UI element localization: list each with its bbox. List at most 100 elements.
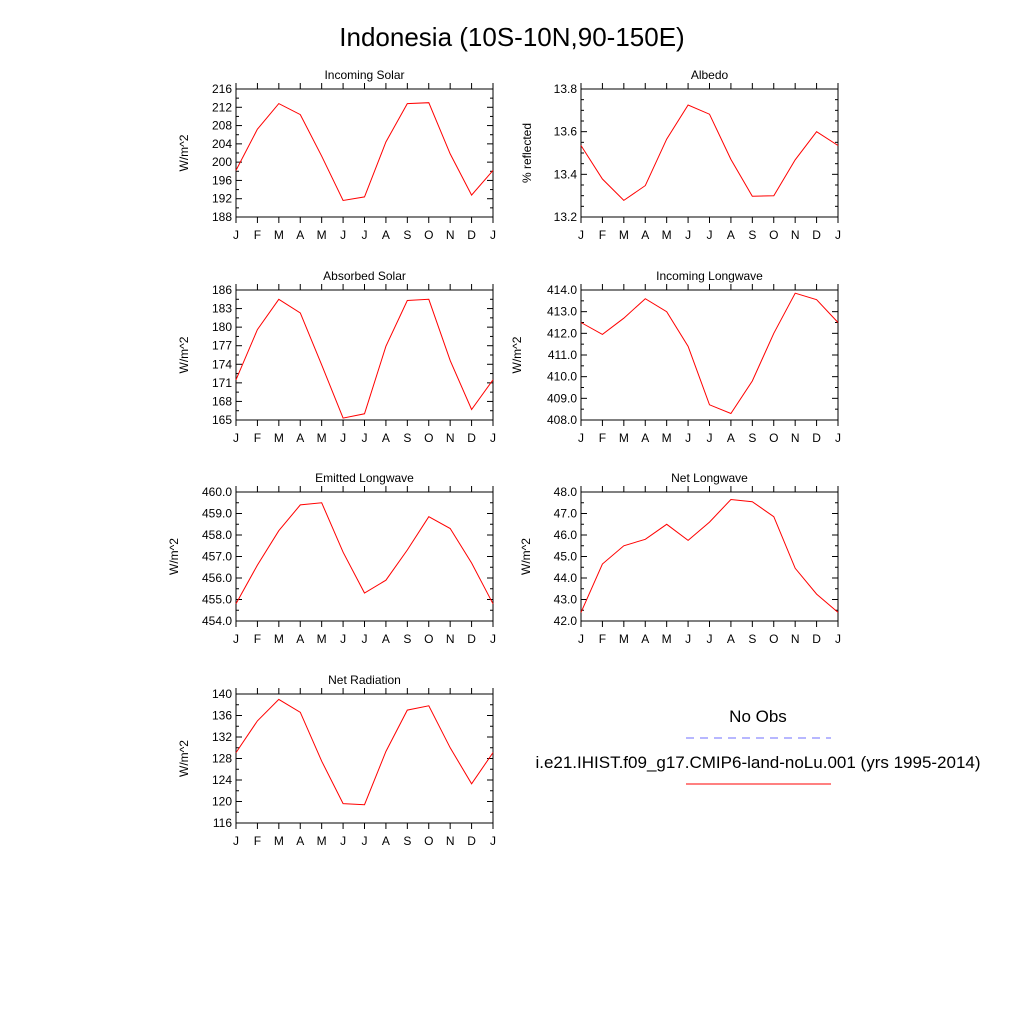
x-tick-label: O <box>424 431 433 445</box>
x-tick-label: A <box>727 632 735 646</box>
x-tick-label: O <box>424 632 433 646</box>
y-tick-label: 455.0 <box>202 593 232 607</box>
y-tick-label: 124 <box>212 773 232 787</box>
panel-absorbed-solar: Absorbed Solar 165 168 171 174 177 180 183 186 J F… <box>177 269 496 445</box>
x-tick-label: M <box>662 228 672 242</box>
y-tick-label: 128 <box>212 752 232 766</box>
y-tick-label: 136 <box>212 709 232 723</box>
x-tick-label: A <box>641 228 649 242</box>
x-tick-label: J <box>233 834 239 848</box>
y-tick-label: 204 <box>212 137 232 151</box>
x-tick-label: J <box>490 834 496 848</box>
x-tick-label: S <box>748 228 756 242</box>
x-tick-label: M <box>619 431 629 445</box>
y-tick-label: 13.4 <box>554 167 578 181</box>
y-tick-label: 454.0 <box>202 614 232 628</box>
x-tick-label: J <box>578 632 584 646</box>
x-tick-label: A <box>382 228 390 242</box>
series-line <box>580 498 839 613</box>
x-tick-label: F <box>599 632 606 646</box>
x-tick-label: D <box>467 228 476 242</box>
y-tick-label: 412.0 <box>547 326 577 340</box>
y-tick-label: 180 <box>212 320 232 334</box>
x-tick-label: J <box>835 632 841 646</box>
x-tick-label: N <box>791 632 800 646</box>
panel-title: Incoming Longwave <box>656 269 763 283</box>
plot-frame <box>580 491 839 622</box>
y-axis-label: % reflected <box>520 123 534 183</box>
x-tick-label: J <box>685 228 691 242</box>
y-tick-label: 410.0 <box>547 370 577 384</box>
x-tick-label: M <box>317 834 327 848</box>
y-tick-label: 47.0 <box>554 507 578 521</box>
x-tick-label: M <box>274 228 284 242</box>
x-tick-label: N <box>446 834 455 848</box>
x-tick-label: A <box>296 632 304 646</box>
plot-frame <box>235 289 494 421</box>
x-tick-label: J <box>707 431 713 445</box>
x-tick-label: A <box>382 632 390 646</box>
x-tick-label: A <box>641 431 649 445</box>
y-tick-label: 174 <box>212 357 232 371</box>
y-tick-label: 13.2 <box>554 210 578 224</box>
x-tick-label: F <box>254 228 261 242</box>
y-tick-label: 186 <box>212 283 232 297</box>
panel-emitted-longwave: Emitted Longwave 454.0 455.0 456.0 457.0 458.… <box>167 471 496 646</box>
series-line <box>580 104 839 202</box>
y-axis-label: W/m^2 <box>167 538 181 575</box>
y-tick-label: 200 <box>212 155 232 169</box>
y-axis-label: W/m^2 <box>510 336 524 373</box>
series-line <box>235 102 494 202</box>
x-tick-label: J <box>362 228 368 242</box>
x-tick-label: M <box>317 228 327 242</box>
x-tick-label: D <box>467 834 476 848</box>
legend-obs-label: No Obs <box>729 707 787 726</box>
x-tick-label: S <box>403 228 411 242</box>
x-tick-label: D <box>812 431 821 445</box>
x-tick-label: J <box>340 431 346 445</box>
y-tick-label: 183 <box>212 302 232 316</box>
y-tick-label: 192 <box>212 192 232 206</box>
panel-title: Albedo <box>691 68 729 82</box>
x-tick-label: D <box>467 431 476 445</box>
y-axis-label: W/m^2 <box>519 538 533 575</box>
y-tick-label: 42.0 <box>554 614 578 628</box>
y-tick-label: 116 <box>213 816 232 830</box>
y-tick-label: 168 <box>212 394 232 408</box>
y-tick-label: 414.0 <box>547 283 577 297</box>
y-tick-label: 46.0 <box>554 528 578 542</box>
y-tick-label: 458.0 <box>202 528 232 542</box>
x-tick-label: J <box>707 632 713 646</box>
x-tick-label: J <box>233 431 239 445</box>
x-tick-label: A <box>296 431 304 445</box>
series-line <box>235 698 494 806</box>
x-tick-label: O <box>424 228 433 242</box>
y-tick-label: 45.0 <box>554 550 578 564</box>
x-tick-label: J <box>578 431 584 445</box>
x-tick-label: J <box>685 431 691 445</box>
x-tick-label: J <box>233 228 239 242</box>
legend: No Obs i.e21.IHIST.f09_g17.CMIP6-land-no… <box>535 707 981 785</box>
x-tick-label: M <box>619 228 629 242</box>
x-tick-label: A <box>382 431 390 445</box>
x-tick-label: M <box>274 431 284 445</box>
x-tick-label: F <box>599 431 606 445</box>
x-tick-label: J <box>362 431 368 445</box>
y-tick-label: 413.0 <box>547 305 577 319</box>
y-tick-label: 196 <box>212 173 232 187</box>
x-tick-label: F <box>599 228 606 242</box>
y-tick-label: 216 <box>212 82 232 96</box>
x-tick-label: N <box>791 228 800 242</box>
y-tick-label: 120 <box>212 795 232 809</box>
x-tick-label: J <box>490 431 496 445</box>
legend-model-label: i.e21.IHIST.f09_g17.CMIP6-land-noLu.001 … <box>535 753 980 772</box>
x-tick-label: J <box>578 228 584 242</box>
x-tick-label: A <box>382 834 390 848</box>
x-tick-label: S <box>403 834 411 848</box>
y-tick-label: 177 <box>212 339 232 353</box>
x-tick-label: M <box>274 632 284 646</box>
y-tick-label: 459.0 <box>202 507 232 521</box>
x-tick-label: M <box>317 431 327 445</box>
y-tick-label: 165 <box>212 413 232 427</box>
